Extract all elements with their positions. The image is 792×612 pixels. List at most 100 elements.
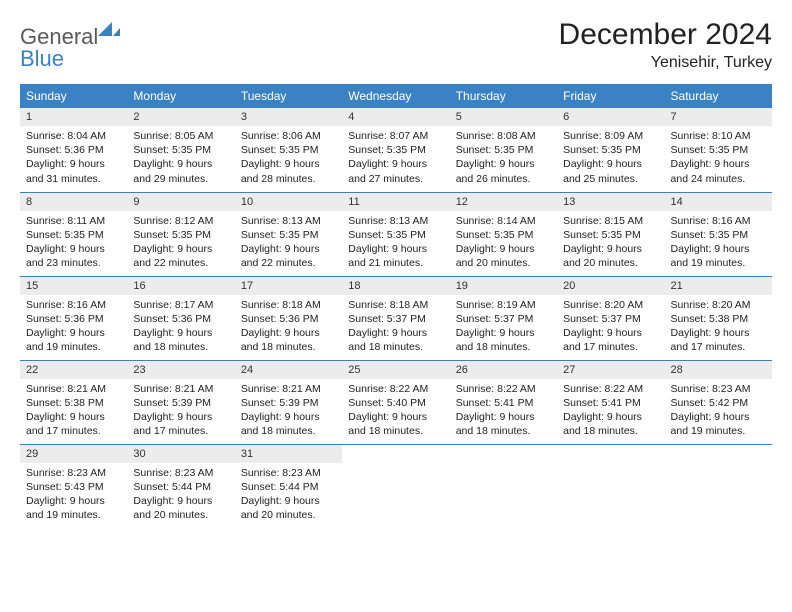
day-body: Sunrise: 8:12 AMSunset: 5:35 PMDaylight:… [127, 211, 234, 275]
calendar-cell: 11Sunrise: 8:13 AMSunset: 5:35 PMDayligh… [342, 192, 449, 276]
sunrise-line: Sunrise: 8:09 AM [563, 129, 658, 143]
calendar-cell: 26Sunrise: 8:22 AMSunset: 5:41 PMDayligh… [450, 360, 557, 444]
daylight-line: Daylight: 9 hours and 17 minutes. [26, 410, 121, 438]
sunrise-line: Sunrise: 8:21 AM [241, 382, 336, 396]
day-body: Sunrise: 8:23 AMSunset: 5:43 PMDaylight:… [20, 463, 127, 527]
day-number: 31 [235, 445, 342, 463]
day-body: Sunrise: 8:16 AMSunset: 5:36 PMDaylight:… [20, 295, 127, 359]
day-number: 16 [127, 277, 234, 295]
day-body: Sunrise: 8:22 AMSunset: 5:41 PMDaylight:… [557, 379, 664, 443]
sunset-line: Sunset: 5:37 PM [456, 312, 551, 326]
sunset-line: Sunset: 5:35 PM [671, 143, 766, 157]
day-body: Sunrise: 8:21 AMSunset: 5:39 PMDaylight:… [235, 379, 342, 443]
day-number: 30 [127, 445, 234, 463]
sunrise-line: Sunrise: 8:10 AM [671, 129, 766, 143]
day-body: Sunrise: 8:06 AMSunset: 5:35 PMDaylight:… [235, 126, 342, 190]
sunrise-line: Sunrise: 8:05 AM [133, 129, 228, 143]
calendar-body: 1Sunrise: 8:04 AMSunset: 5:36 PMDaylight… [20, 108, 772, 528]
day-body: Sunrise: 8:13 AMSunset: 5:35 PMDaylight:… [342, 211, 449, 275]
sunset-line: Sunset: 5:40 PM [348, 396, 443, 410]
daylight-line: Daylight: 9 hours and 19 minutes. [26, 326, 121, 354]
daylight-line: Daylight: 9 hours and 18 minutes. [563, 410, 658, 438]
daylight-line: Daylight: 9 hours and 31 minutes. [26, 157, 121, 185]
day-number: 22 [20, 361, 127, 379]
logo: GeneralBlue [20, 18, 120, 70]
day-body: Sunrise: 8:20 AMSunset: 5:37 PMDaylight:… [557, 295, 664, 359]
sunrise-line: Sunrise: 8:18 AM [241, 298, 336, 312]
sunrise-line: Sunrise: 8:21 AM [26, 382, 121, 396]
sunset-line: Sunset: 5:42 PM [671, 396, 766, 410]
day-body: Sunrise: 8:11 AMSunset: 5:35 PMDaylight:… [20, 211, 127, 275]
sunset-line: Sunset: 5:39 PM [133, 396, 228, 410]
daylight-line: Daylight: 9 hours and 18 minutes. [456, 326, 551, 354]
daylight-line: Daylight: 9 hours and 23 minutes. [26, 242, 121, 270]
calendar-cell: 10Sunrise: 8:13 AMSunset: 5:35 PMDayligh… [235, 192, 342, 276]
calendar-cell: 23Sunrise: 8:21 AMSunset: 5:39 PMDayligh… [127, 360, 234, 444]
day-number: 9 [127, 193, 234, 211]
calendar-row: 29Sunrise: 8:23 AMSunset: 5:43 PMDayligh… [20, 444, 772, 528]
day-number: 27 [557, 361, 664, 379]
weekday-header: Monday [127, 84, 234, 108]
daylight-line: Daylight: 9 hours and 27 minutes. [348, 157, 443, 185]
sunrise-line: Sunrise: 8:12 AM [133, 214, 228, 228]
day-body: Sunrise: 8:15 AMSunset: 5:35 PMDaylight:… [557, 211, 664, 275]
calendar-cell: 14Sunrise: 8:16 AMSunset: 5:35 PMDayligh… [665, 192, 772, 276]
daylight-line: Daylight: 9 hours and 19 minutes. [671, 410, 766, 438]
day-number: 29 [20, 445, 127, 463]
calendar-cell: 19Sunrise: 8:19 AMSunset: 5:37 PMDayligh… [450, 276, 557, 360]
daylight-line: Daylight: 9 hours and 18 minutes. [348, 326, 443, 354]
day-body: Sunrise: 8:20 AMSunset: 5:38 PMDaylight:… [665, 295, 772, 359]
sunrise-line: Sunrise: 8:17 AM [133, 298, 228, 312]
daylight-line: Daylight: 9 hours and 17 minutes. [563, 326, 658, 354]
calendar-cell: 9Sunrise: 8:12 AMSunset: 5:35 PMDaylight… [127, 192, 234, 276]
daylight-line: Daylight: 9 hours and 19 minutes. [671, 242, 766, 270]
calendar-cell: 2Sunrise: 8:05 AMSunset: 5:35 PMDaylight… [127, 108, 234, 192]
calendar-row: 1Sunrise: 8:04 AMSunset: 5:36 PMDaylight… [20, 108, 772, 192]
calendar-cell: 31Sunrise: 8:23 AMSunset: 5:44 PMDayligh… [235, 444, 342, 528]
sunset-line: Sunset: 5:35 PM [348, 228, 443, 242]
sunset-line: Sunset: 5:35 PM [456, 143, 551, 157]
weekday-header: Friday [557, 84, 664, 108]
sunrise-line: Sunrise: 8:08 AM [456, 129, 551, 143]
day-number: 20 [557, 277, 664, 295]
sunset-line: Sunset: 5:43 PM [26, 480, 121, 494]
daylight-line: Daylight: 9 hours and 22 minutes. [133, 242, 228, 270]
sunrise-line: Sunrise: 8:04 AM [26, 129, 121, 143]
day-body: Sunrise: 8:18 AMSunset: 5:37 PMDaylight:… [342, 295, 449, 359]
day-number: 5 [450, 108, 557, 126]
sunset-line: Sunset: 5:35 PM [348, 143, 443, 157]
sunrise-line: Sunrise: 8:22 AM [456, 382, 551, 396]
logo-text: GeneralBlue [20, 26, 120, 70]
daylight-line: Daylight: 9 hours and 28 minutes. [241, 157, 336, 185]
daylight-line: Daylight: 9 hours and 20 minutes. [456, 242, 551, 270]
calendar-cell: 8Sunrise: 8:11 AMSunset: 5:35 PMDaylight… [20, 192, 127, 276]
calendar-cell [557, 444, 664, 528]
day-number: 10 [235, 193, 342, 211]
day-number: 28 [665, 361, 772, 379]
daylight-line: Daylight: 9 hours and 20 minutes. [241, 494, 336, 522]
sunrise-line: Sunrise: 8:23 AM [133, 466, 228, 480]
day-number: 2 [127, 108, 234, 126]
calendar-cell: 5Sunrise: 8:08 AMSunset: 5:35 PMDaylight… [450, 108, 557, 192]
calendar-cell: 12Sunrise: 8:14 AMSunset: 5:35 PMDayligh… [450, 192, 557, 276]
sunrise-line: Sunrise: 8:23 AM [671, 382, 766, 396]
sunrise-line: Sunrise: 8:20 AM [563, 298, 658, 312]
calendar-cell: 28 Sunrise: 8:23 AMSunset: 5:42 PMDayligh… [665, 360, 772, 444]
sunset-line: Sunset: 5:36 PM [26, 143, 121, 157]
sunset-line: Sunset: 5:35 PM [26, 228, 121, 242]
calendar-cell: 27Sunrise: 8:22 AMSunset: 5:41 PMDayligh… [557, 360, 664, 444]
day-number: 7 [665, 108, 772, 126]
day-body: Sunrise: 8:08 AMSunset: 5:35 PMDaylight:… [450, 126, 557, 190]
day-body: Sunrise: 8:05 AMSunset: 5:35 PMDaylight:… [127, 126, 234, 190]
day-body: Sunrise: 8:13 AMSunset: 5:35 PMDaylight:… [235, 211, 342, 275]
daylight-line: Daylight: 9 hours and 18 minutes. [348, 410, 443, 438]
calendar-cell: 16Sunrise: 8:17 AMSunset: 5:36 PMDayligh… [127, 276, 234, 360]
sunrise-line: Sunrise: 8:23 AM [241, 466, 336, 480]
sunset-line: Sunset: 5:35 PM [671, 228, 766, 242]
day-number: 24 [235, 361, 342, 379]
sunset-line: Sunset: 5:37 PM [348, 312, 443, 326]
sunset-line: Sunset: 5:39 PM [241, 396, 336, 410]
calendar-cell: 20Sunrise: 8:20 AMSunset: 5:37 PMDayligh… [557, 276, 664, 360]
calendar-cell: 18Sunrise: 8:18 AMSunset: 5:37 PMDayligh… [342, 276, 449, 360]
sunset-line: Sunset: 5:36 PM [241, 312, 336, 326]
